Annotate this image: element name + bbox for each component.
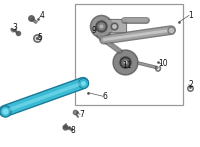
Text: 5: 5	[38, 33, 42, 42]
Text: 4: 4	[40, 11, 44, 20]
Text: 6: 6	[103, 92, 107, 101]
Text: 3: 3	[13, 23, 17, 32]
Bar	[75, 4, 183, 105]
Text: 9: 9	[92, 26, 96, 35]
Text: 10: 10	[158, 59, 168, 69]
FancyBboxPatch shape	[101, 19, 127, 33]
Text: 11: 11	[122, 61, 132, 70]
Text: 1: 1	[189, 11, 193, 20]
Text: 2: 2	[189, 80, 193, 89]
Text: 7: 7	[80, 110, 84, 119]
Text: 8: 8	[71, 126, 75, 135]
